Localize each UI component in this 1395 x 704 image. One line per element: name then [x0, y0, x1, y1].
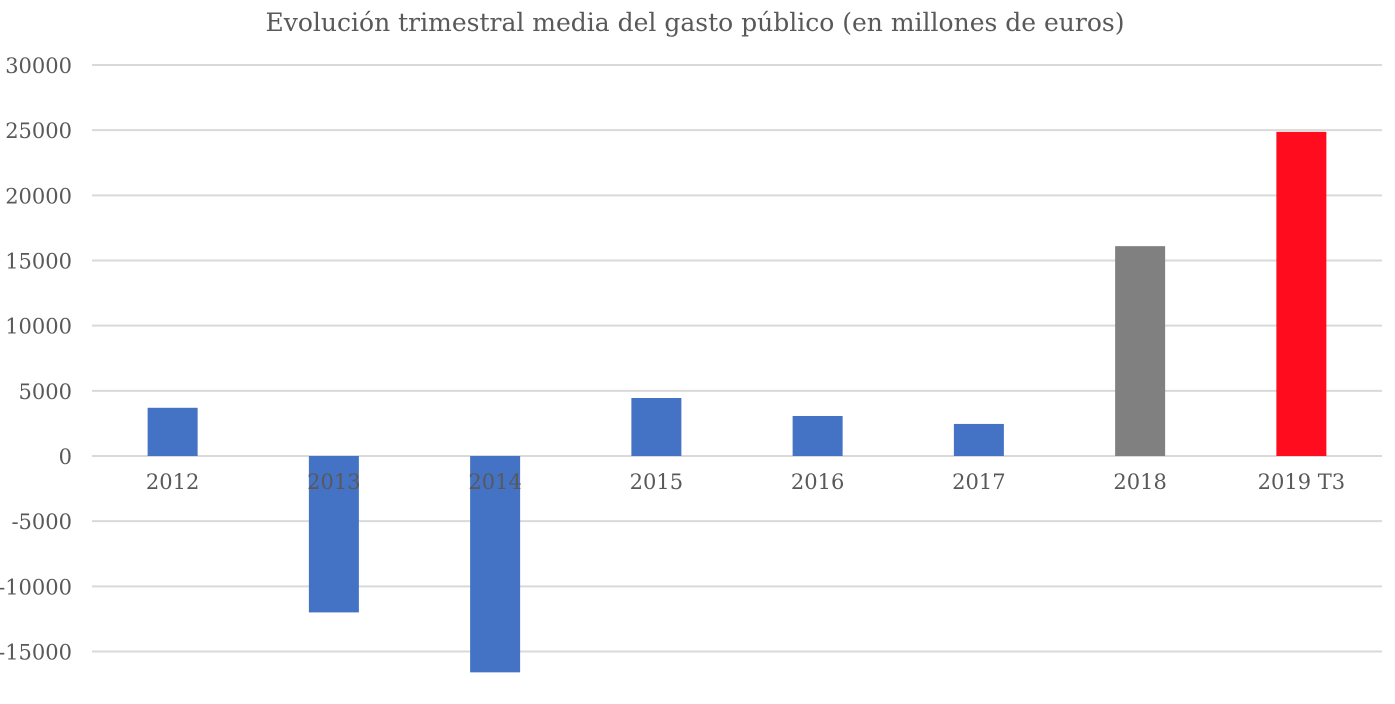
y-tick-label: 5000 — [19, 380, 72, 404]
y-tick-label: -5000 — [11, 510, 72, 534]
x-tick-label: 2018 — [1113, 470, 1166, 494]
bar-2019-T3 — [1276, 131, 1327, 456]
bar-2016 — [792, 415, 843, 456]
bar-2013 — [308, 456, 359, 613]
bars — [147, 131, 1327, 673]
y-tick-label: 10000 — [5, 315, 72, 339]
gridlines — [92, 64, 1382, 653]
y-tick-label: 0 — [59, 445, 72, 469]
x-tick-label: 2014 — [468, 470, 521, 494]
y-tick-label: -15000 — [0, 641, 72, 665]
bar-2018 — [1115, 246, 1166, 456]
bar-2012 — [147, 407, 198, 456]
x-axis-ticks: 2012 2013 2014 2015 2016 2017 2018 2019 T3 — [146, 470, 1345, 494]
x-tick-label: 2017 — [952, 470, 1005, 494]
bar-2014 — [470, 456, 521, 673]
bar-2015 — [631, 398, 682, 456]
x-tick-label: 2012 — [146, 470, 199, 494]
y-axis-ticks: 30000 25000 20000 15000 10000 5000 0 -5000 -1000… — [0, 54, 72, 665]
y-tick-label: 30000 — [5, 54, 72, 78]
y-tick-label: 25000 — [5, 119, 72, 143]
y-tick-label: 20000 — [5, 184, 72, 208]
x-tick-label: 2016 — [791, 470, 844, 494]
bar-2017 — [953, 423, 1004, 456]
chart-title: Evolución trimestral media del gasto púb… — [266, 8, 1125, 37]
y-tick-label: -10000 — [0, 575, 72, 599]
y-tick-label: 15000 — [5, 250, 72, 274]
x-tick-label: 2015 — [630, 470, 683, 494]
x-tick-label: 2013 — [307, 470, 360, 494]
x-tick-label: 2019 T3 — [1258, 470, 1346, 494]
